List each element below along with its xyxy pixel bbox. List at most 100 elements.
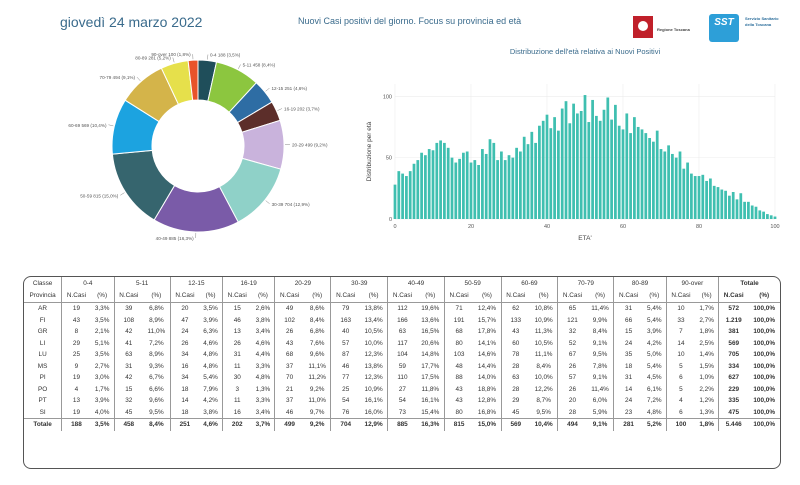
table-cell: 569: [718, 337, 749, 349]
table-cell: 705: [718, 349, 749, 361]
histogram-bar: [465, 151, 469, 219]
histogram-xaxis-label: ETA': [578, 235, 591, 242]
histogram-bar: [549, 128, 553, 219]
pegasus-flag-icon: [633, 16, 653, 38]
table-cell: 5,4%: [646, 362, 662, 370]
table-cell: 281: [613, 418, 643, 431]
table-cell: 8,7%: [536, 397, 551, 405]
table-cell: 102: [274, 314, 304, 326]
table-cell: 7,8%: [592, 362, 608, 370]
histogram-bar: [610, 119, 613, 219]
table-cell: 43: [443, 383, 474, 395]
table-cell: 5: [665, 360, 696, 372]
table-cell: 5,2%: [642, 418, 667, 431]
table-cell: 3,3%: [94, 305, 110, 313]
table-cell: 100,0%: [753, 351, 776, 359]
table-cell: 7,2%: [149, 339, 164, 347]
table-subheader: (%): [473, 289, 502, 303]
table-cell: 5,0%: [646, 351, 662, 359]
table-subheader: N.Casi: [169, 289, 200, 303]
table-cell: 202: [222, 418, 252, 431]
table-cell: 40: [330, 326, 360, 338]
table-cell: 229: [718, 383, 749, 395]
histogram-bar: [541, 120, 545, 219]
table-cell: 5: [665, 383, 696, 395]
table-subheader: N.Casi: [330, 289, 360, 303]
table-cell-provincia: AR: [38, 305, 48, 313]
table-cell: 17,5%: [421, 374, 440, 382]
histogram-title: Distribuzione dell'età relativa ai Nuovi…: [510, 47, 661, 56]
table-cell: 16: [169, 360, 200, 372]
table-cell: 7,6%: [309, 339, 325, 347]
histogram-bar: [739, 193, 743, 219]
table-cell: 9,6%: [309, 351, 325, 359]
table-cell: 46: [222, 314, 252, 326]
histogram-bar: [705, 180, 708, 219]
table-cell: 10: [665, 349, 696, 361]
table-cell: 3,9%: [203, 316, 218, 324]
table-cell: 4,8%: [646, 408, 662, 416]
table-cell: 13,4%: [364, 316, 383, 324]
table-cell: 73: [387, 406, 417, 419]
table-header-group: 0-4: [61, 277, 115, 289]
table-cell: 11,8%: [421, 385, 440, 393]
table-cell: 2,7%: [94, 362, 110, 370]
histogram-bar: [572, 103, 575, 219]
table-header-group: 90-over: [665, 277, 719, 289]
table-cell: 16,1%: [364, 397, 383, 405]
table-cell: 5,9%: [592, 408, 608, 416]
table-cell: 9,2%: [309, 385, 325, 393]
table-cell: 1,7%: [94, 385, 110, 393]
table-cell: 9,1%: [586, 418, 614, 431]
table-subheader: N.Casi: [500, 289, 531, 303]
table-cell: 88: [443, 372, 474, 384]
table-cell: 10: [665, 302, 696, 315]
table-cell: 63: [387, 326, 417, 338]
histogram-bar: [754, 206, 758, 219]
table-cell: 34: [169, 372, 200, 384]
table-cell: 251: [169, 418, 200, 431]
table-cell: 4,2%: [203, 397, 218, 405]
table-cell: 3,4%: [255, 408, 271, 416]
histogram-bar: [614, 104, 617, 219]
table-cell: 14,1%: [477, 339, 497, 347]
sst-logo: SST Servizio Sanitario della Toscana: [709, 14, 789, 48]
histogram-bar: [731, 192, 735, 219]
table-cell: 30: [222, 372, 252, 384]
histogram-bar: [526, 144, 530, 219]
table-cell: 78: [500, 349, 531, 361]
table-cell: 1,8%: [699, 328, 714, 336]
table-cell: 4,8%: [203, 362, 218, 370]
table-cell: 3,8%: [203, 408, 218, 416]
histogram-bar: [545, 114, 549, 219]
table-cell: 19,6%: [421, 305, 440, 313]
table-subheader: (%): [586, 289, 614, 303]
table-cell: 57: [557, 372, 587, 384]
table-cell: 458: [113, 418, 144, 431]
donut-label-5-11: 5-11 458 (8,4%): [243, 62, 276, 67]
table-cell: 24: [613, 395, 643, 407]
histogram-bar: [522, 136, 526, 219]
table-cell-provincia: MS: [37, 362, 48, 370]
table-row: FI 43 3,5% 108 8,9% 47 3,9% 46 3,8% 102 8,4% 163 13,…: [24, 314, 780, 326]
histogram-bar: [636, 126, 640, 219]
table-cell: 12,2%: [534, 385, 553, 393]
table-cell: 77: [330, 372, 360, 384]
table-cell: 9,3%: [149, 362, 164, 370]
table-cell: 26: [222, 337, 252, 349]
table-cell: 10,5%: [534, 339, 553, 347]
table-cell: 29: [500, 395, 531, 407]
table-cell: 12,3%: [364, 351, 383, 359]
histogram-bar: [560, 108, 564, 219]
histogram-xtick-label: 20: [468, 224, 474, 230]
table-cell: 23: [613, 406, 643, 419]
histogram-bar: [435, 142, 439, 219]
table-cell: 26: [557, 383, 587, 395]
table-cell: 4,4%: [255, 351, 271, 359]
histogram-bar: [655, 130, 659, 219]
table-cell: 14: [169, 395, 200, 407]
histogram-bar: [602, 109, 606, 219]
table-cell: 71: [443, 302, 474, 315]
donut-label-40-49: 40-49 885 (16,3%): [156, 236, 195, 241]
table-cell: 46: [330, 360, 360, 372]
